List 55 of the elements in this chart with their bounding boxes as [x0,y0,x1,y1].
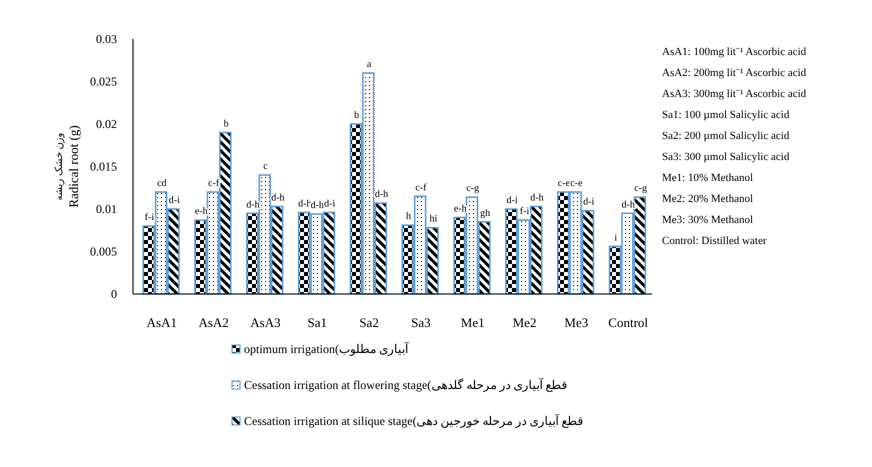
y-tick-label: 0.015 [90,160,117,174]
y-tick-label: 0.025 [90,74,117,88]
x-tick-label: Sa1 [308,315,328,330]
text: Sa2: 200 µmol Salicylic acid [662,130,790,142]
y-tick-label: 0.005 [90,244,117,258]
legend-label: optimum irrigation(آبیاری مطلوب [244,341,409,356]
data-label: c-g [466,183,480,194]
x-tick-label: AsA2 [198,315,229,330]
data-label: d-i [506,195,518,206]
x-tick-label: Me3 [564,315,588,330]
x-tick-label: Me2 [512,315,536,330]
data-label: d-h [374,189,388,200]
data-label: c-e [558,178,571,189]
data-label: c-e [570,178,584,189]
y-tick-label: 0.02 [96,117,117,131]
text: AsA3: 300mg lit⁻¹ Ascorbic acid [662,88,807,100]
x-tick-label: Sa3 [411,315,431,330]
data-label: a [366,59,372,70]
data-label: cd [157,178,167,189]
data-label: d-i [168,195,180,206]
data-label: f-i [144,212,154,223]
data-label: b [354,110,360,121]
text: Control: Distilled water [662,235,767,247]
y-tick-label: 0.01 [96,202,117,216]
text: Me3: 30% Methanol [662,214,754,226]
data-label: c [263,161,268,172]
x-tick-label: Sa2 [359,315,379,330]
data-label: c-g [634,183,647,194]
x-tick-label: Control [608,315,648,330]
data-label: d-i [583,196,595,208]
y-tick-label: 0.03 [96,32,117,46]
data-label: i [614,232,618,244]
x-tick-label: Me1 [460,315,485,330]
data-label: h [406,211,411,222]
data-label: c-f [415,182,428,194]
legend-label: Cessation irrigation at silique stage(قطع آبیاری در مرحله خورجین دهی [244,413,584,428]
text: Sa3: 300 µmol Salicylic acid [662,151,790,163]
data-label: d-h [271,192,285,204]
data-label: f-i [520,206,530,218]
data-label: gh [480,208,490,219]
x-tick-label: AsA3 [250,315,281,330]
data-label: c-f [208,178,220,189]
data-label: hi [429,214,438,225]
text: AsA2: 200mg lit⁻¹ Ascorbic acid [662,67,807,79]
y-tick-label: 0 [111,287,117,301]
text: Me2: 20% Methanol [662,193,754,205]
x-tick-label: AsA1 [146,315,178,330]
data-label: d-h [530,192,544,204]
text: Me1: 10% Methanol [662,172,754,184]
legend-label: Cessation irrigation at flowering stage(قطع آبیاری در مرحله گلدهی [244,377,568,392]
data-label: b [224,118,229,130]
text: AsA1: 100mg lit⁻¹ Ascorbic acid [662,46,807,58]
text: Sa1: 100 µmol Salicylic acid [662,109,790,121]
data-label: d-i [324,198,336,210]
data-label: d-h [310,200,324,212]
